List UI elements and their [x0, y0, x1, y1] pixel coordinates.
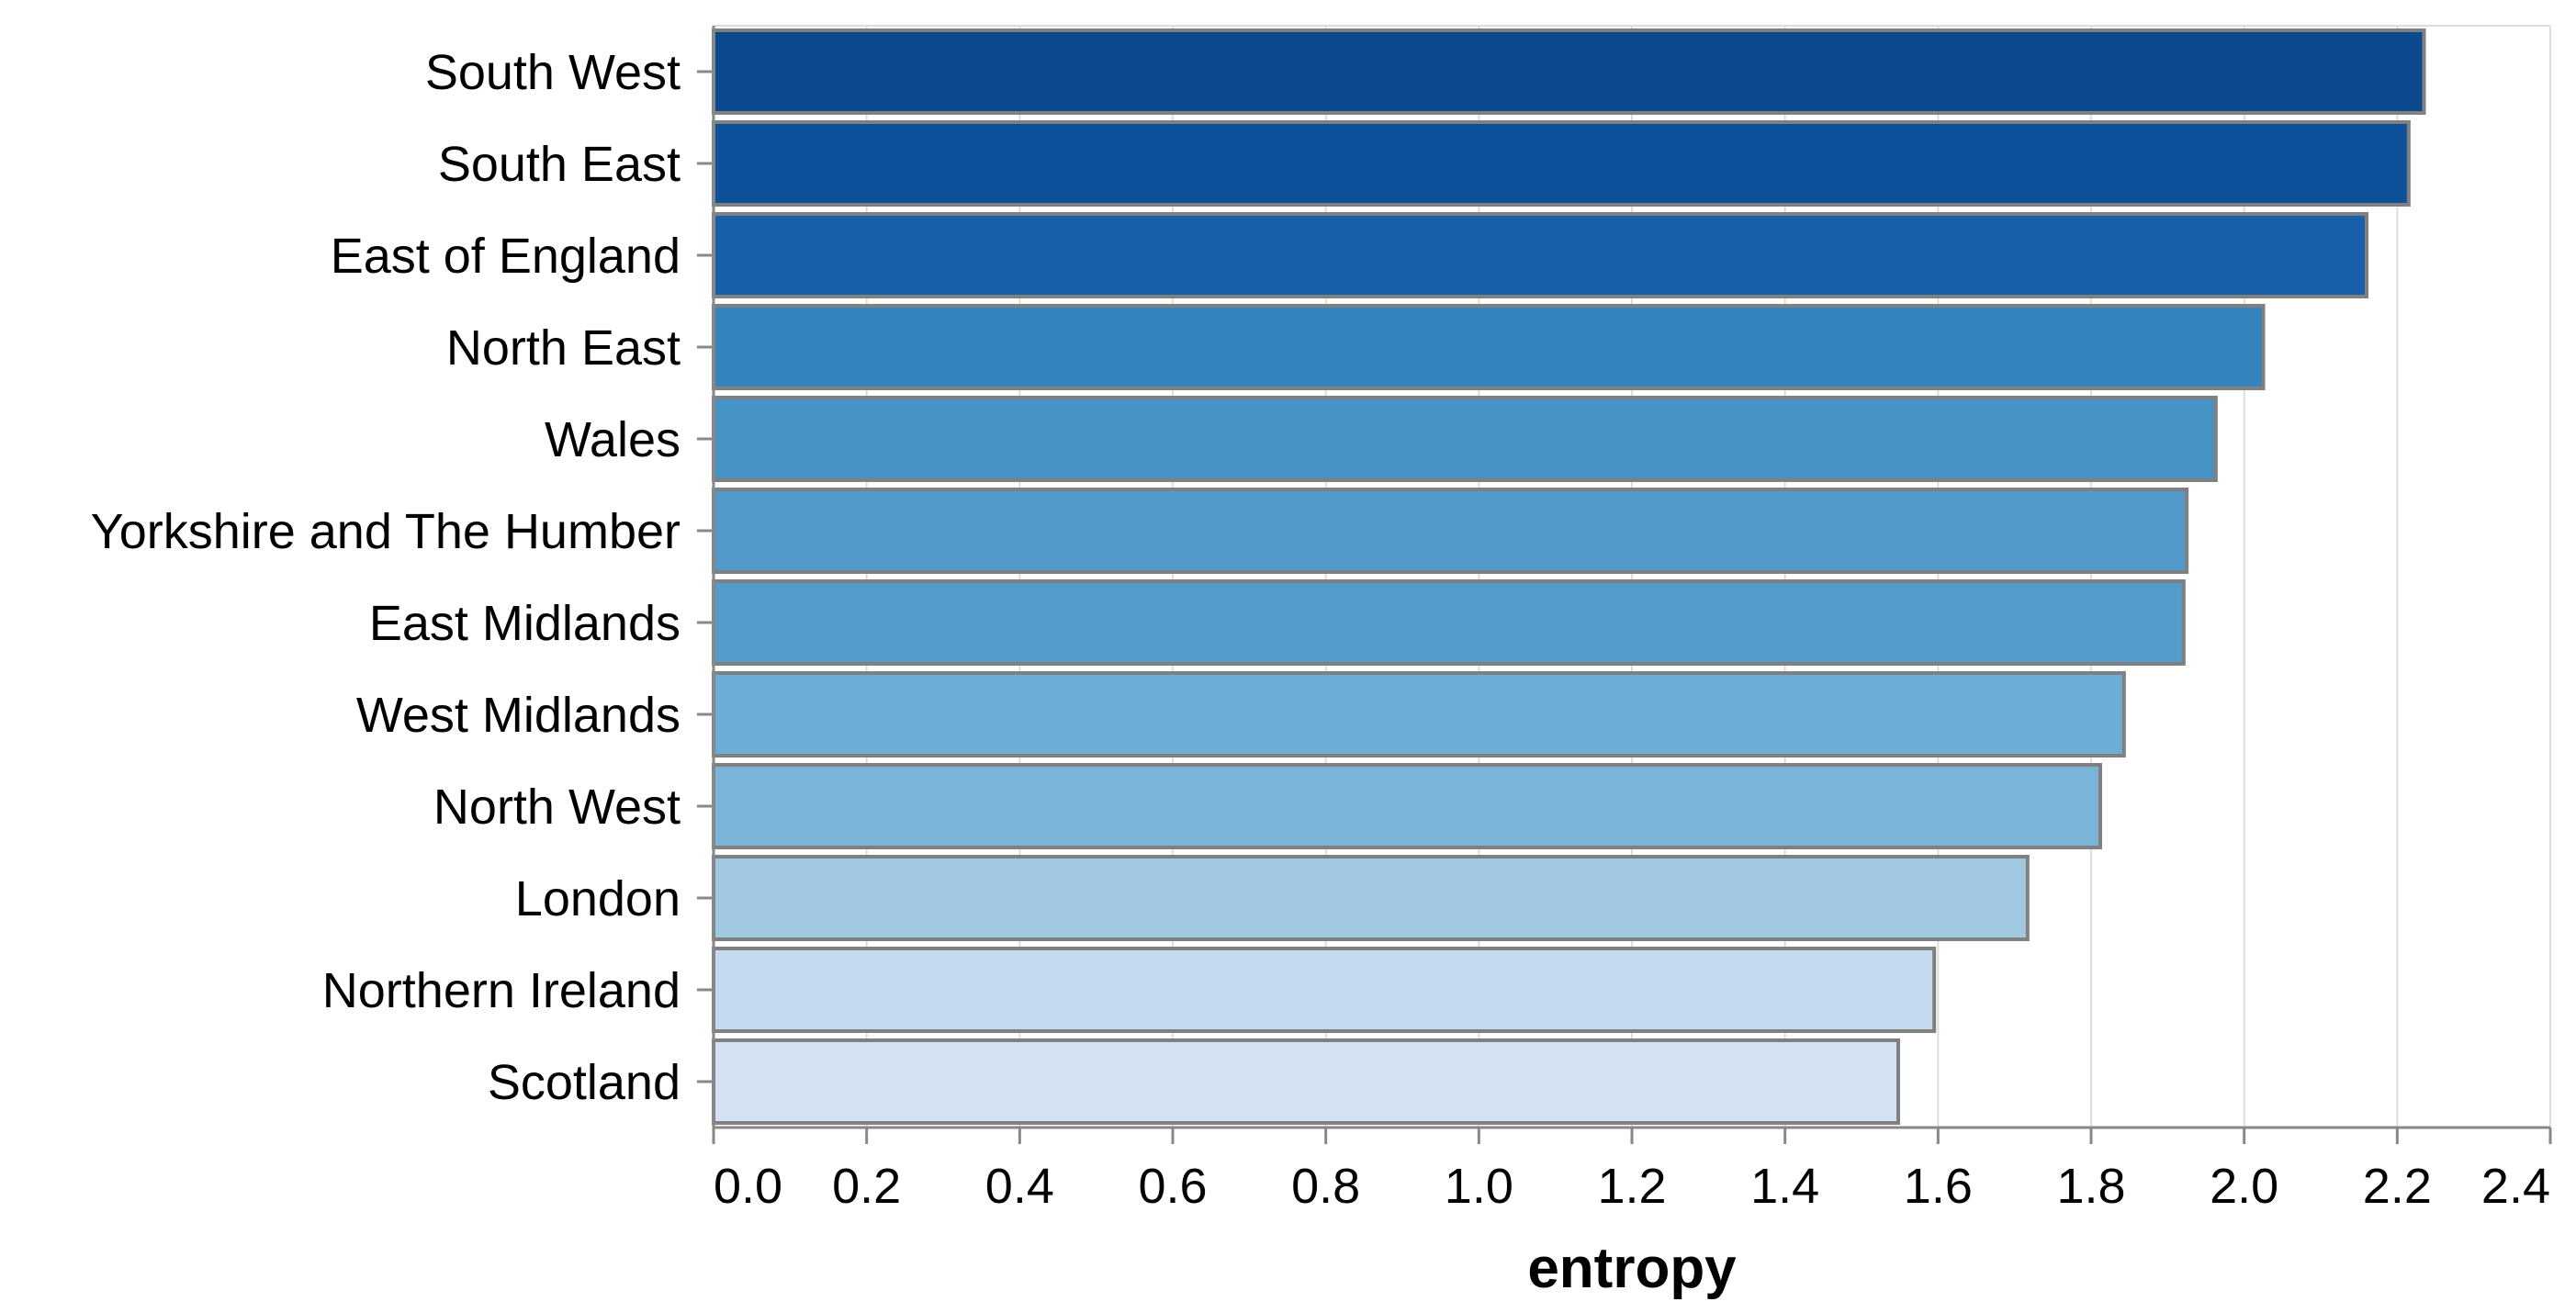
bar [712, 212, 2368, 298]
x-tick-label: 0.4 [985, 1159, 1054, 1214]
x-tick-label: 2.2 [2363, 1159, 2432, 1214]
category-label: Northern Ireland [322, 963, 681, 1018]
bar [712, 120, 2411, 207]
category-label: West Midlands [356, 688, 681, 743]
x-tick-label: 2.0 [2210, 1159, 2278, 1214]
bar [712, 947, 1937, 1033]
x-tick-label: 1.2 [1597, 1159, 1666, 1214]
bar [712, 1038, 1900, 1125]
category-label: South West [425, 45, 681, 100]
bars [712, 28, 2426, 1125]
category-label: North East [446, 320, 681, 376]
x-tick-label: 0.6 [1138, 1159, 1207, 1214]
category-label: London [515, 871, 681, 926]
x-tick-label: 1.6 [1904, 1159, 1973, 1214]
axes: South West South East East of England North… [91, 26, 2552, 1214]
x-tick-label: 0.8 [1291, 1159, 1360, 1214]
gridlines [713, 25, 2551, 1128]
category-label: Wales [545, 412, 681, 467]
x-tick-label: 1.8 [2056, 1159, 2125, 1214]
category-label: East Midlands [369, 596, 681, 651]
category-label: East of England [331, 229, 681, 284]
x-tick-label: 2.4 [2481, 1159, 2550, 1214]
x-tick-label: 1.4 [1750, 1159, 1819, 1214]
x-tick-label: 1.0 [1445, 1159, 1513, 1214]
bar [712, 488, 2189, 574]
category-label: Yorkshire and The Humber [91, 504, 681, 559]
category-label: North West [433, 780, 681, 835]
x-axis-title: entropy [1527, 1237, 1737, 1300]
x-tick-label: 0.0 [714, 1159, 782, 1214]
bar [712, 304, 2266, 390]
bar [712, 579, 2186, 666]
bar [712, 28, 2426, 115]
category-label: South East [438, 137, 681, 192]
bar [712, 763, 2102, 849]
x-tick-label: 0.2 [832, 1159, 901, 1214]
bar [712, 396, 2218, 482]
bar [712, 671, 2126, 758]
bar [712, 855, 2030, 941]
category-label: Scotland [488, 1055, 681, 1110]
